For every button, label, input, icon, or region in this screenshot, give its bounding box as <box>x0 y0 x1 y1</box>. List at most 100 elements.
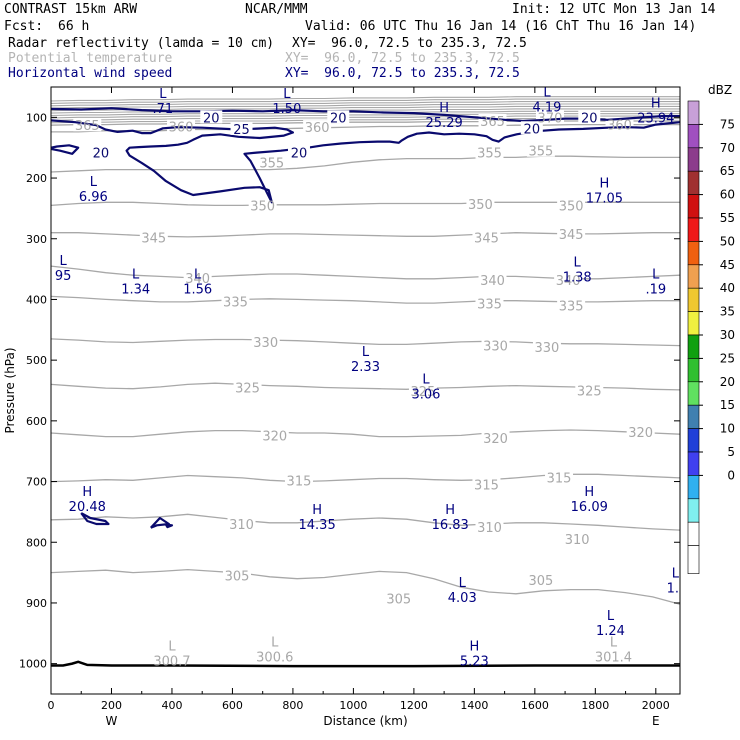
colorbar-swatch <box>687 358 700 383</box>
fcst-value: 66 h <box>58 19 90 34</box>
theta-label-bg <box>227 517 256 531</box>
extremum-value: 1.50 <box>272 102 301 117</box>
field-2-xy: XY= 96.0, 72.5 to 235.3, 72.5 <box>285 51 520 66</box>
theta-label: 305 <box>386 593 411 608</box>
wind-label-bg <box>230 121 253 135</box>
extremum-low: L <box>168 640 176 655</box>
extremum-value: 6.96 <box>79 190 108 205</box>
x-tick-label: 1800 <box>581 699 609 712</box>
colorbar-swatch <box>687 404 700 429</box>
wind-label: 20 <box>581 111 598 126</box>
wind-contour-20 <box>164 523 174 529</box>
extremum-value: 95 <box>55 269 72 284</box>
theta-contour-325 <box>50 382 681 391</box>
extremum-value: 4.03 <box>448 591 477 606</box>
x-tick-label: 600 <box>222 699 243 712</box>
extremum-value: 2.33 <box>351 360 380 375</box>
extremum-value: .19 <box>645 282 666 297</box>
theta-label: 320 <box>483 432 508 447</box>
extremum-low: L <box>459 576 467 591</box>
extremum-value: 300.6 <box>256 650 293 665</box>
wind-label-bg <box>89 145 112 159</box>
theta-label-bg <box>167 119 196 133</box>
x-tick-label: 2000 <box>642 699 670 712</box>
colorbar-label: 50 <box>720 234 735 248</box>
colorbar-unit: dBZ <box>708 83 732 97</box>
theta-label-bg <box>248 198 277 212</box>
theta-label-bg <box>563 532 592 546</box>
y-tick-label: 200 <box>26 172 47 185</box>
theta-label: 355 <box>528 145 553 160</box>
theta-label-bg <box>526 143 555 157</box>
theta-label-bg <box>466 197 495 211</box>
theta-label: 360 <box>169 120 194 135</box>
init-label: Init: 12 UTC Mon 13 Jan 14 <box>512 2 716 17</box>
colorbar-label: 60 <box>720 188 735 202</box>
theta-label: 305 <box>528 574 553 589</box>
extremum-low: L <box>543 85 551 100</box>
colorbar-label: 35 <box>720 305 735 319</box>
colorbar-swatch <box>687 287 700 312</box>
wind-label: 20 <box>93 147 110 162</box>
colorbar-label: 40 <box>720 281 735 295</box>
y-tick-label: 900 <box>26 597 47 610</box>
theta-label-bg <box>475 145 504 159</box>
theta-label: 320 <box>262 429 287 444</box>
colorbar-swatch <box>687 194 700 219</box>
west-label: W <box>106 714 118 728</box>
colorbar-label: 70 <box>720 141 735 155</box>
theta-label-bg <box>472 477 501 491</box>
x-tick-label: 1600 <box>521 699 549 712</box>
theta-label: 340 <box>556 274 581 289</box>
colorbar-swatch <box>687 311 700 336</box>
theta-label-bg <box>233 380 262 394</box>
theta-contour-upper <box>50 113 680 119</box>
extremum-value: 5.23 <box>460 655 489 670</box>
extremum-value: 1.24 <box>596 624 625 639</box>
theta-contour-330 <box>50 338 681 347</box>
plot-frame <box>50 86 681 695</box>
extremum-value: 1.38 <box>563 270 592 285</box>
colorbar-swatch <box>687 264 700 289</box>
extremum-high: H <box>445 503 455 518</box>
x-axis-label: Distance (km) <box>323 714 407 728</box>
field-1-name: Radar reflectivity (lamda = 10 cm) <box>8 36 275 51</box>
wind-label: 20 <box>291 147 308 162</box>
valid-label: Valid: 06 UTC Thu 16 Jan 14 (16 ChT Thu … <box>305 19 697 34</box>
theta-contour-315 <box>50 473 681 483</box>
y-tick-label: 500 <box>26 354 47 367</box>
theta-contour-310 <box>50 513 681 531</box>
theta-label: 325 <box>577 385 602 400</box>
theta-label: 350 <box>250 199 275 214</box>
extremum-high: H <box>600 176 610 191</box>
y-axis-label: Pressure (hPa) <box>3 347 17 433</box>
extremum-high: H <box>82 485 92 500</box>
x-tick-label: 0 <box>48 699 55 712</box>
theta-contour-365 <box>50 120 680 126</box>
extremum-value: 3.06 <box>412 387 441 402</box>
colorbar-swatch <box>687 498 700 523</box>
theta-label: 335 <box>559 300 584 315</box>
field-3-xy: XY= 96.0, 72.5 to 235.3, 72.5 <box>285 66 520 81</box>
theta-label: 310 <box>229 518 254 533</box>
extremum-value: 23.94 <box>637 111 674 126</box>
colorbar-label: 15 <box>720 398 735 412</box>
theta-label-bg <box>475 296 504 310</box>
theta-label-bg <box>554 273 583 287</box>
extremum-low: L <box>652 267 660 282</box>
theta-label-bg <box>222 568 251 582</box>
extremum-high: H <box>439 101 449 116</box>
colorbar-swatch <box>687 217 700 242</box>
colorbar-swatch <box>687 147 700 172</box>
theta-label: 315 <box>474 479 499 494</box>
theta-label: 350 <box>559 199 584 214</box>
extremum-value: 14.35 <box>299 518 336 533</box>
extremum-value: 17.05 <box>586 191 623 206</box>
extremum-low: L <box>610 635 618 650</box>
theta-contour-upper <box>50 105 680 112</box>
colorbar-swatch <box>687 170 700 195</box>
x-tick-label: 400 <box>161 699 182 712</box>
colorbar-label: 45 <box>720 258 735 272</box>
east-label: E <box>652 714 660 728</box>
extremum-low: L <box>362 345 370 360</box>
